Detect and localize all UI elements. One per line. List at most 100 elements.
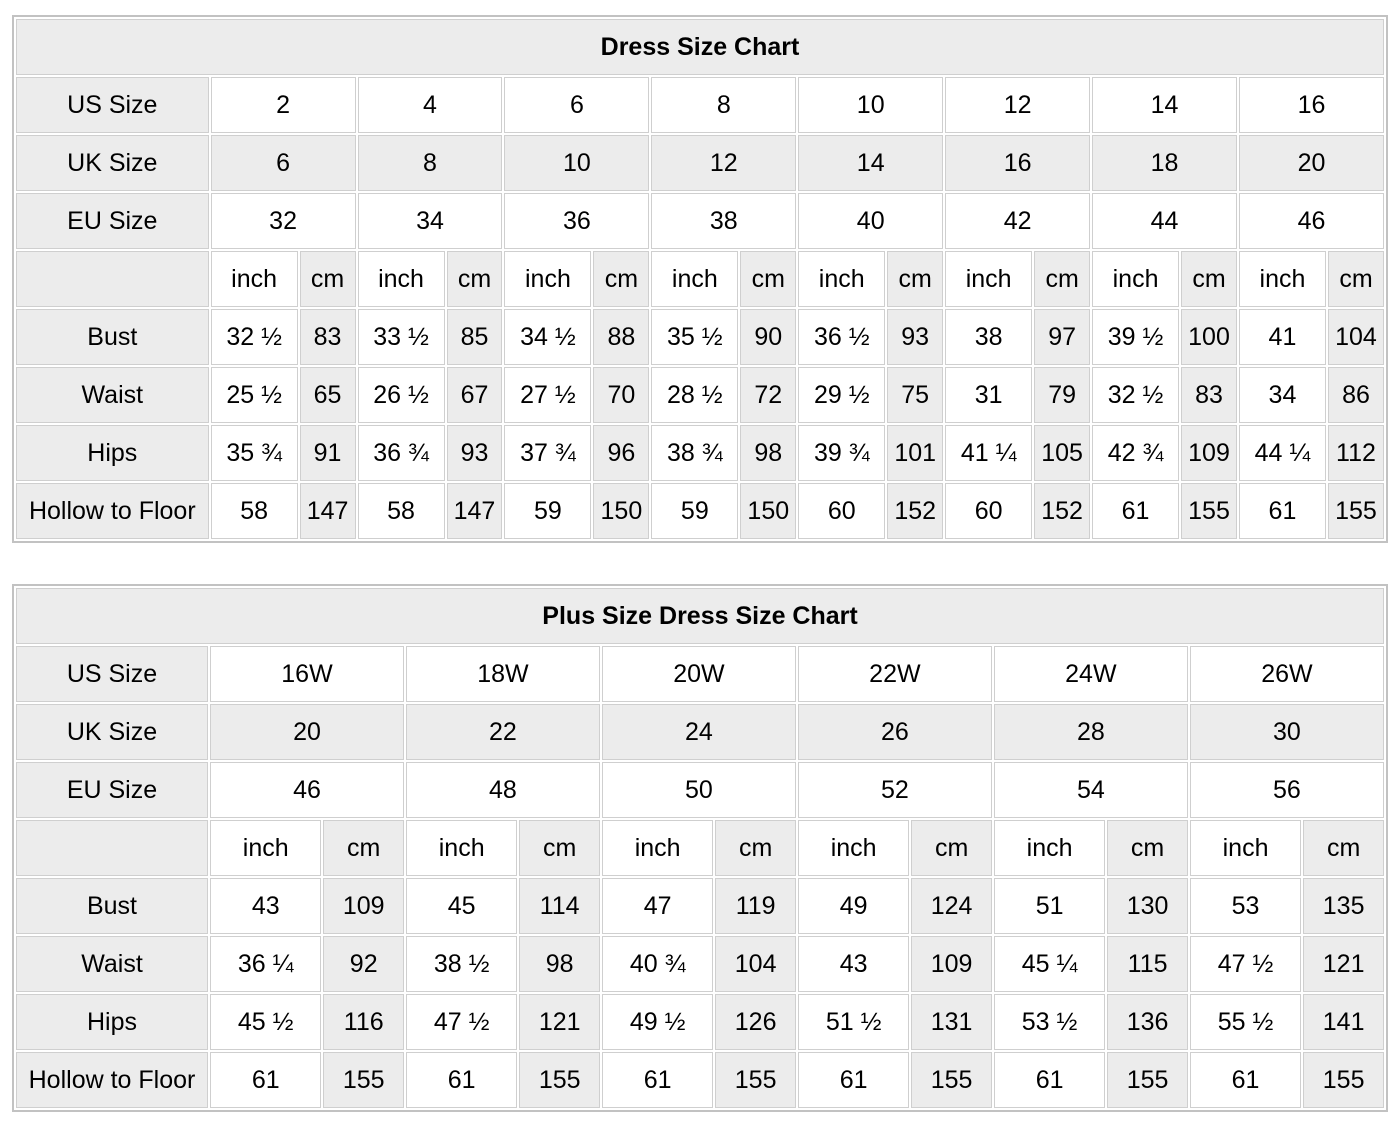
size-value-cell: 16W — [209, 646, 404, 702]
inch-value-cell: 36 ½ — [798, 309, 886, 365]
unit-header-inch: inch — [357, 251, 445, 307]
table-title-row: Plus Size Dress Size Chart — [16, 588, 1384, 644]
row-label: Waist — [16, 936, 208, 992]
cm-value-cell: 105 — [1034, 425, 1091, 481]
row-label: EU Size — [16, 762, 208, 818]
inch-value-cell: 49 — [797, 878, 910, 934]
size-value-cell: 14 — [1092, 77, 1237, 133]
inch-value-cell: 38 — [945, 309, 1033, 365]
inch-value-cell: 45 — [405, 878, 518, 934]
inch-value-cell: 61 — [209, 1052, 322, 1108]
cm-value-cell: 155 — [1107, 1052, 1188, 1108]
inch-value-cell: 43 — [797, 936, 910, 992]
measurement-row: Waist 36 ¼ 92 38 ½ 98 40 ¾ 104 43 109 45 ¼ 115 47 ½… — [16, 936, 1384, 992]
unit-header-cm: cm — [519, 820, 600, 876]
inch-value-cell: 49 ½ — [601, 994, 714, 1050]
size-value-cell: 46 — [1238, 193, 1384, 249]
size-value-cell: 36 — [504, 193, 650, 249]
cm-value-cell: 155 — [1327, 483, 1384, 539]
cm-value-cell: 121 — [519, 994, 600, 1050]
unit-header-inch: inch — [945, 251, 1033, 307]
unit-header-inch: inch — [504, 251, 592, 307]
inch-value-cell: 60 — [798, 483, 886, 539]
inch-value-cell: 53 — [1189, 878, 1302, 934]
row-label: Hollow to Floor — [16, 483, 209, 539]
unit-header-cm: cm — [740, 251, 797, 307]
cm-value-cell: 147 — [446, 483, 503, 539]
unit-header-inch: inch — [209, 820, 322, 876]
inch-value-cell: 61 — [797, 1052, 910, 1108]
size-value-cell: 26W — [1189, 646, 1384, 702]
cm-value-cell: 98 — [519, 936, 600, 992]
size-value-cell: 10 — [798, 77, 944, 133]
measurement-row: Bust 32 ½ 83 33 ½ 85 34 ½ 88 35 ½ 90 36 ½ 93 38 97 39… — [16, 309, 1384, 365]
inch-value-cell: 51 — [993, 878, 1106, 934]
cm-value-cell: 126 — [715, 994, 796, 1050]
inch-value-cell: 60 — [945, 483, 1033, 539]
row-label: UK Size — [16, 135, 209, 191]
inch-value-cell: 45 ½ — [209, 994, 322, 1050]
cm-value-cell: 104 — [715, 936, 796, 992]
unit-header-inch: inch — [210, 251, 298, 307]
size-value-cell: 32 — [210, 193, 356, 249]
inch-value-cell: 27 ½ — [504, 367, 592, 423]
size-value-cell: 8 — [357, 135, 503, 191]
cm-value-cell: 115 — [1107, 936, 1188, 992]
size-value-cell: 20W — [601, 646, 796, 702]
cm-value-cell: 109 — [1181, 425, 1237, 481]
inch-value-cell: 31 — [945, 367, 1033, 423]
cm-value-cell: 124 — [911, 878, 992, 934]
inch-value-cell: 58 — [357, 483, 445, 539]
unit-row-label-empty — [16, 820, 208, 876]
cm-value-cell: 88 — [593, 309, 650, 365]
inch-value-cell: 35 ¾ — [210, 425, 298, 481]
inch-value-cell: 61 — [405, 1052, 518, 1108]
inch-value-cell: 41 ¼ — [945, 425, 1033, 481]
inch-value-cell: 25 ½ — [210, 367, 298, 423]
table-title: Dress Size Chart — [16, 19, 1384, 75]
unit-header-row: inch cm inch cm inch cm inch cm inch cm inch cm — [16, 820, 1384, 876]
unit-header-inch: inch — [798, 251, 886, 307]
inch-value-cell: 36 ¾ — [357, 425, 445, 481]
table-title: Plus Size Dress Size Chart — [16, 588, 1384, 644]
size-value-cell: 26 — [797, 704, 992, 760]
size-value-cell: 18 — [1092, 135, 1237, 191]
inch-value-cell: 53 ½ — [993, 994, 1106, 1050]
size-row: US Size 16W 18W 20W 22W 24W 26W — [16, 646, 1384, 702]
inch-value-cell: 28 ½ — [651, 367, 739, 423]
inch-value-cell: 33 ½ — [357, 309, 445, 365]
cm-value-cell: 150 — [740, 483, 797, 539]
inch-value-cell: 42 ¾ — [1092, 425, 1180, 481]
table-title-row: Dress Size Chart — [16, 19, 1384, 75]
size-value-cell: 8 — [651, 77, 797, 133]
cm-value-cell: 100 — [1181, 309, 1237, 365]
unit-header-cm: cm — [323, 820, 404, 876]
row-label: EU Size — [16, 193, 209, 249]
unit-header-inch: inch — [405, 820, 518, 876]
size-value-cell: 10 — [504, 135, 650, 191]
row-label: Hollow to Floor — [16, 1052, 208, 1108]
size-value-cell: 38 — [651, 193, 797, 249]
size-value-cell: 46 — [209, 762, 404, 818]
size-value-cell: 42 — [945, 193, 1091, 249]
cm-value-cell: 121 — [1303, 936, 1384, 992]
cm-value-cell: 91 — [299, 425, 356, 481]
unit-row-label-empty — [16, 251, 209, 307]
inch-value-cell: 39 ½ — [1092, 309, 1180, 365]
cm-value-cell: 150 — [593, 483, 650, 539]
unit-header-cm: cm — [446, 251, 503, 307]
cm-value-cell: 155 — [323, 1052, 404, 1108]
size-value-cell: 18W — [405, 646, 600, 702]
cm-value-cell: 109 — [911, 936, 992, 992]
inch-value-cell: 45 ¼ — [993, 936, 1106, 992]
cm-value-cell: 135 — [1303, 878, 1384, 934]
inch-value-cell: 37 ¾ — [504, 425, 592, 481]
size-value-cell: 22W — [797, 646, 992, 702]
inch-value-cell: 61 — [1092, 483, 1180, 539]
size-value-cell: 4 — [357, 77, 503, 133]
row-label: Bust — [16, 309, 209, 365]
unit-header-cm: cm — [1034, 251, 1091, 307]
size-value-cell: 24 — [601, 704, 796, 760]
inch-value-cell: 51 ½ — [797, 994, 910, 1050]
